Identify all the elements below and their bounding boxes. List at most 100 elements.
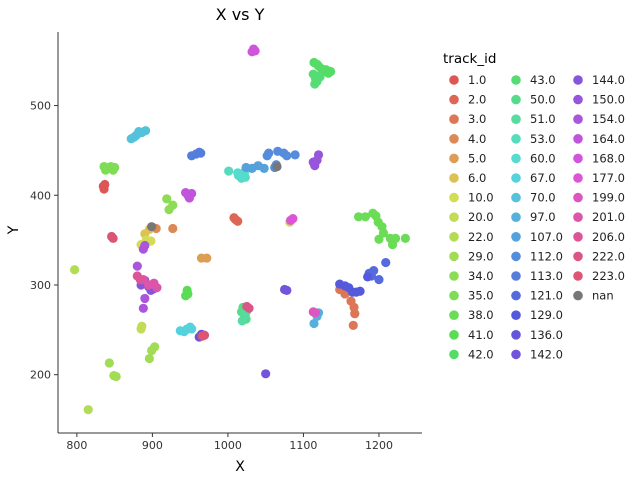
data-point: [83, 405, 93, 415]
legend-label: 50.0: [530, 93, 556, 107]
legend-marker: [573, 251, 583, 262]
legend-marker: [573, 75, 583, 85]
legend-label: 199.0: [592, 191, 625, 205]
data-point: [138, 303, 148, 313]
data-point: [259, 163, 269, 173]
data-point: [187, 188, 197, 199]
legend-item: 20.0: [449, 210, 494, 224]
legend-label: 10.0: [468, 191, 494, 205]
legend-item: 41.0: [449, 328, 494, 342]
data-point: [137, 321, 147, 331]
data-point: [199, 330, 210, 340]
legend-item: 112.0: [511, 249, 563, 263]
legend-item: 4.0: [449, 132, 486, 146]
legend-label: 136.0: [530, 328, 563, 342]
legend-item: 53.0: [511, 132, 556, 146]
legend-label: 3.0: [468, 112, 486, 126]
legend-marker: [573, 290, 583, 301]
data-point: [168, 223, 178, 234]
data-point: [350, 309, 360, 319]
legend-item: 67.0: [511, 171, 556, 185]
legend-label: 42.0: [468, 347, 494, 361]
legend-label: 70.0: [530, 191, 556, 205]
data-point: [132, 261, 142, 271]
legend-label: 107.0: [530, 230, 563, 244]
legend-marker: [573, 114, 583, 124]
legend-label: 53.0: [530, 132, 556, 146]
legend-label: 150.0: [592, 93, 625, 107]
legend-label: 22.0: [468, 230, 494, 244]
legend-marker: [573, 192, 583, 203]
legend-marker: [449, 330, 459, 340]
legend-marker: [573, 153, 583, 164]
data-point: [353, 212, 364, 222]
x-axis-label: X: [235, 459, 245, 475]
legend-item: 38.0: [449, 308, 494, 322]
legend-item: 222.0: [573, 249, 625, 263]
legend-marker: [449, 75, 459, 85]
legend-label: 34.0: [468, 269, 494, 283]
data-point: [360, 212, 370, 222]
data-point: [140, 240, 150, 251]
legend-item: 1.0: [449, 73, 486, 87]
x-tick-label: 1200: [365, 439, 393, 452]
legend-marker: [449, 114, 459, 124]
data-point: [108, 233, 118, 243]
legend: track_id 1.0 2.0 3.0 4.0 5.0 6.0 10.0 20.0 22.0 2…: [443, 51, 625, 361]
legend-item: 5.0: [449, 151, 486, 165]
legend-marker: [511, 212, 521, 222]
legend-item: 154.0: [573, 112, 625, 126]
legend-marker: [511, 192, 521, 203]
y-axis-ticks: 200 300 400 500: [30, 100, 58, 382]
legend-item: 223.0: [573, 269, 625, 283]
x-axis-ticks: 800 900 1000 1100 1200: [66, 433, 393, 452]
legend-label: 51.0: [530, 112, 556, 126]
legend-label: 223.0: [592, 269, 625, 283]
data-point: [150, 342, 160, 352]
data-point: [369, 266, 379, 276]
data-point: [144, 353, 154, 364]
legend-label: 112.0: [530, 249, 563, 263]
legend-marker: [449, 251, 459, 262]
data-points: [70, 44, 410, 415]
legend-label: 168.0: [592, 151, 625, 165]
legend-item: 107.0: [511, 230, 563, 244]
data-point: [310, 308, 321, 318]
data-point: [348, 320, 358, 330]
data-point: [110, 162, 120, 173]
legend-marker: [511, 134, 521, 144]
legend-marker: [511, 330, 521, 340]
legend-label: 1.0: [468, 73, 486, 87]
legend-marker: [511, 75, 521, 85]
data-point: [390, 233, 401, 243]
legend-label: 5.0: [468, 151, 486, 165]
x-tick-label: 1100: [289, 439, 317, 452]
legend-label: 35.0: [468, 289, 494, 303]
legend-item: 35.0: [449, 289, 494, 303]
legend-item: 150.0: [573, 93, 625, 107]
legend-marker: [573, 232, 583, 242]
legend-marker: [449, 349, 459, 360]
data-point: [288, 213, 298, 224]
legend-label: 154.0: [592, 112, 625, 126]
data-point: [202, 253, 212, 263]
data-point: [233, 216, 243, 226]
legend-item: 113.0: [511, 269, 563, 283]
data-point: [261, 369, 271, 379]
legend-marker: [449, 94, 459, 105]
legend-item: 206.0: [573, 230, 625, 244]
data-point: [310, 79, 320, 89]
legend-item: 34.0: [449, 269, 494, 283]
data-point: [313, 150, 324, 160]
legend-marker: [511, 290, 521, 301]
legend-marker: [449, 310, 459, 321]
data-point: [141, 126, 151, 136]
legend-marker: [449, 232, 459, 242]
legend-item: 201.0: [573, 210, 625, 224]
legend-item: 121.0: [511, 289, 563, 303]
legend-label: 2.0: [468, 93, 486, 107]
legend-label: 121.0: [530, 289, 563, 303]
data-point: [111, 371, 121, 382]
data-point: [272, 161, 282, 172]
legend-items: 1.0 2.0 3.0 4.0 5.0 6.0 10.0 20.0 22.0 29.0 34.0 35…: [449, 73, 625, 361]
